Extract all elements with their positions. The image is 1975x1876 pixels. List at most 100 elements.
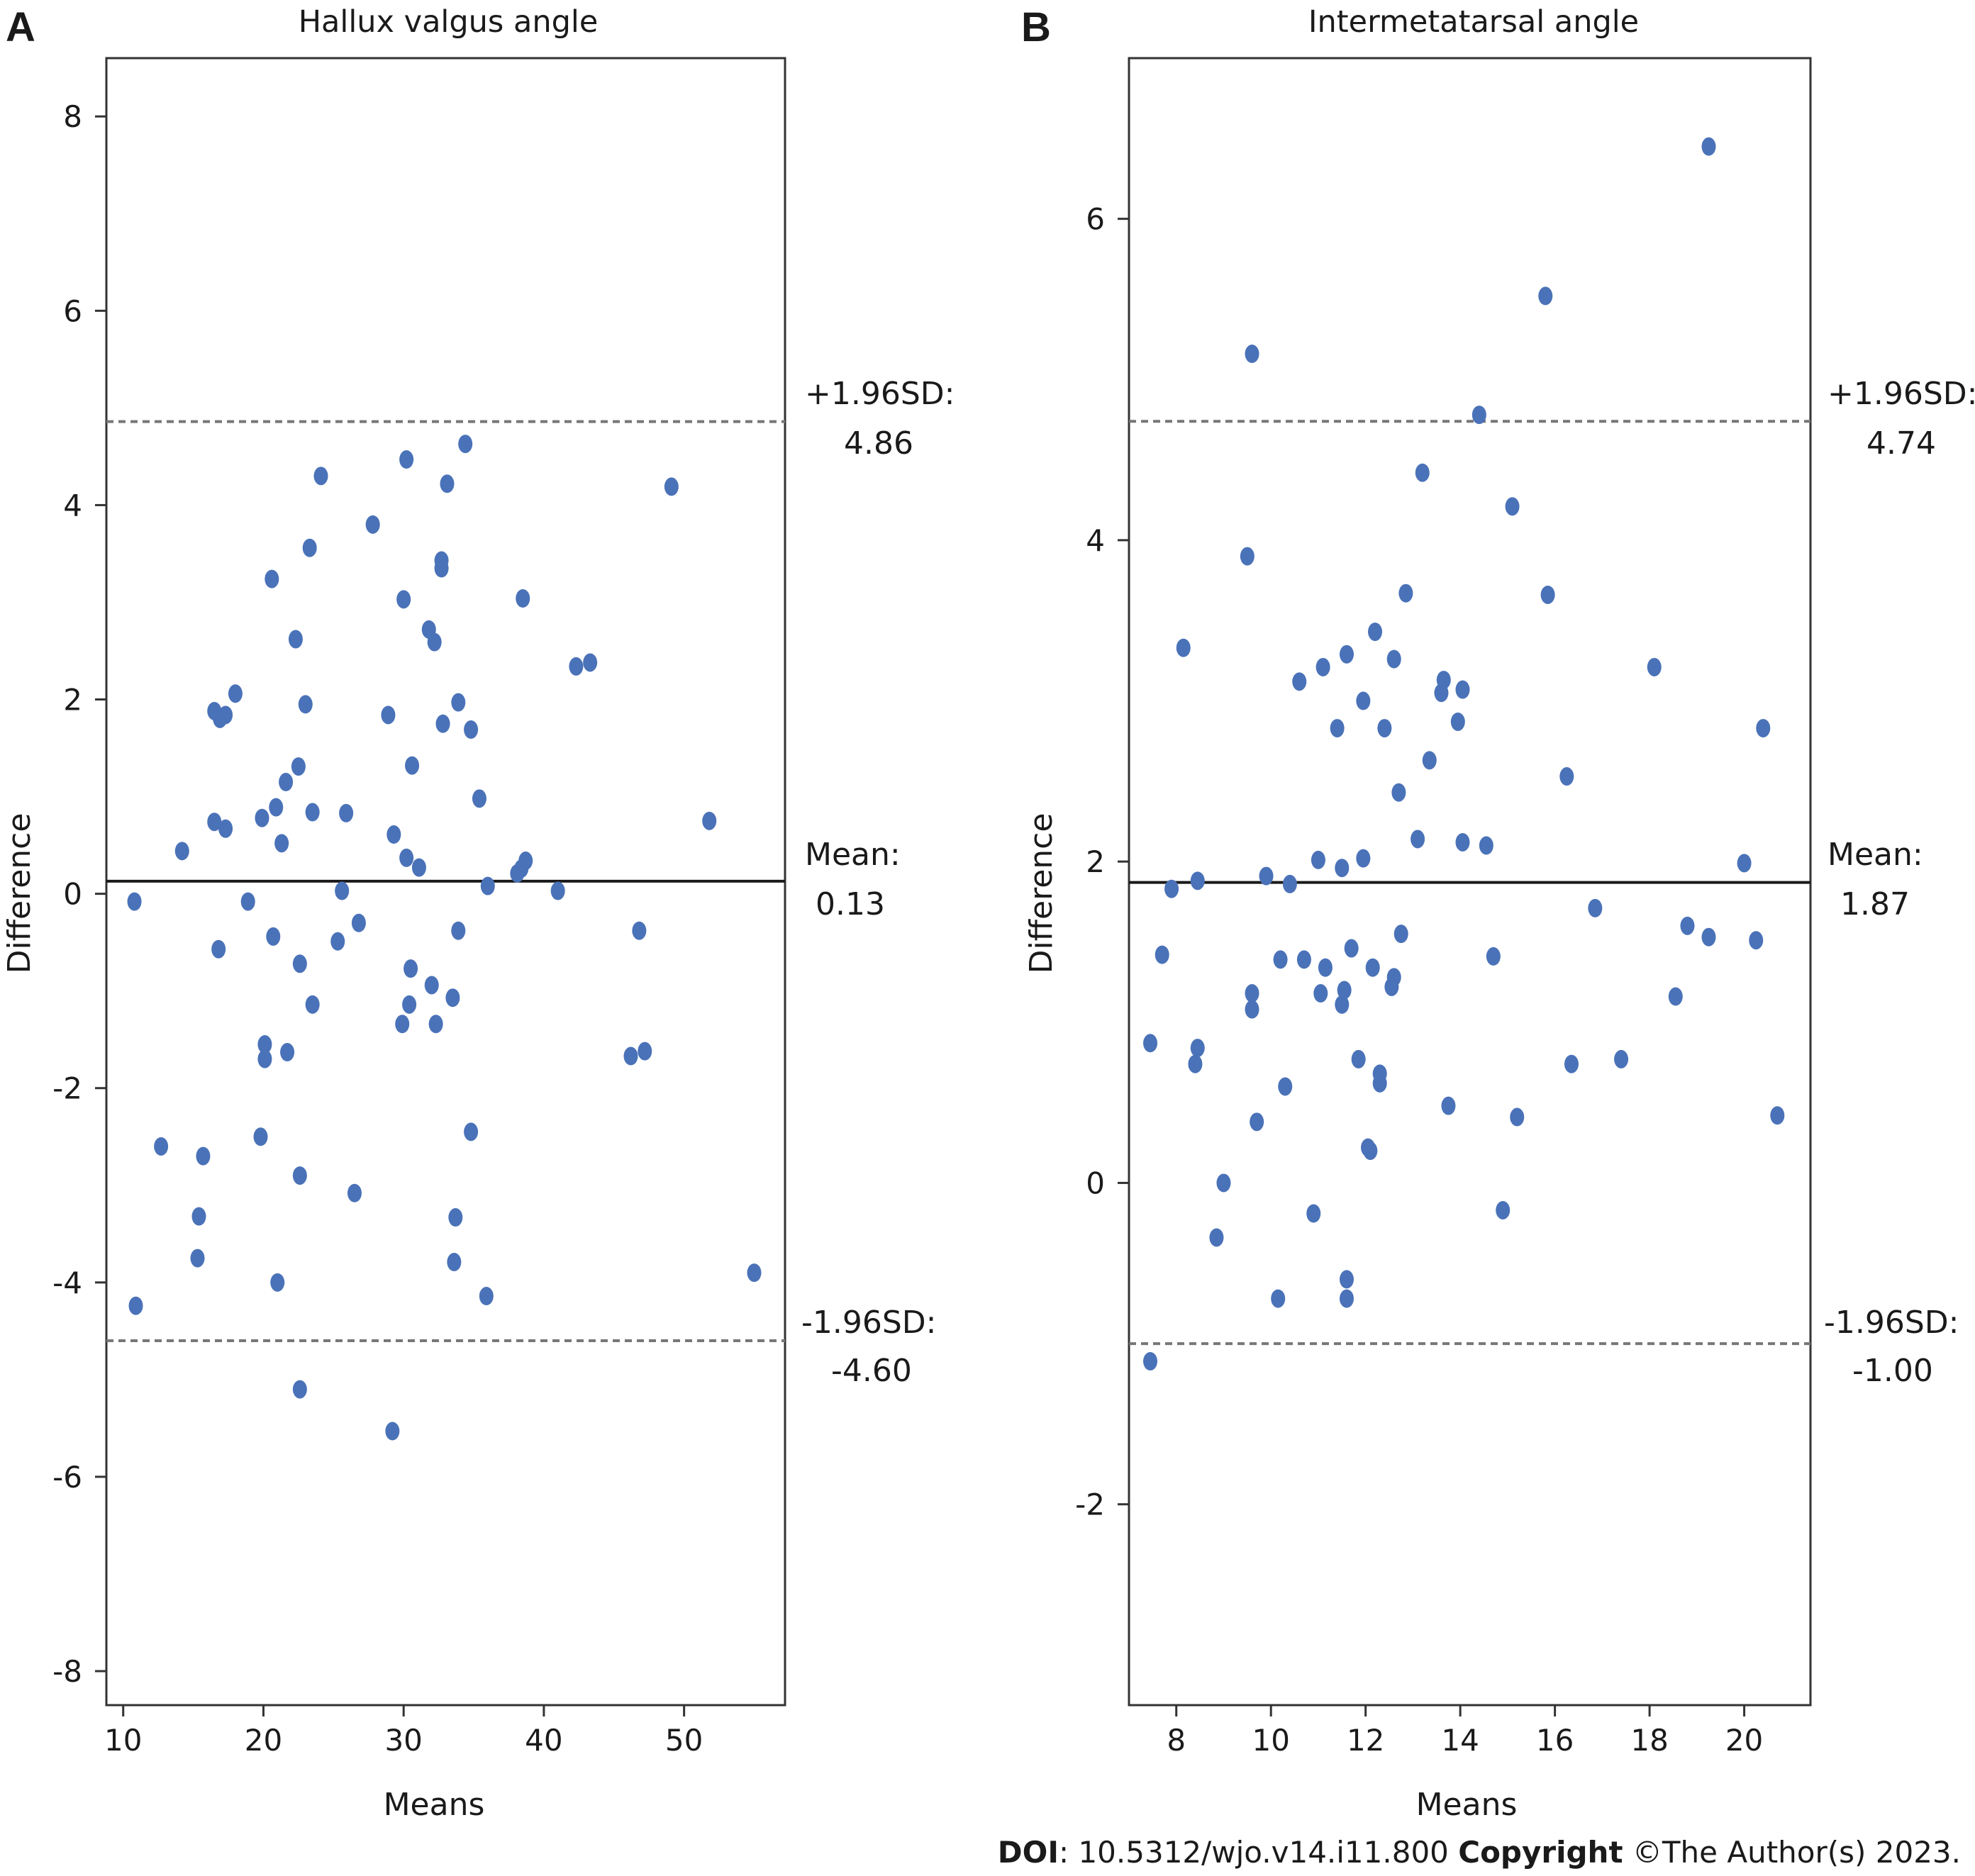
panel-a-data-point (298, 695, 313, 714)
panel-b-y-tick-label: 4 (1086, 523, 1105, 558)
citation-footer: DOI: 10.5312/wjo.v14.i11.800 Copyright ©… (998, 1835, 1961, 1870)
panel-b-x-tick-label: 14 (1441, 1723, 1479, 1758)
panel-b-data-point (1588, 898, 1603, 917)
panel-a-y-tick-label: -8 (52, 1654, 82, 1689)
panel-a-data-point (196, 1146, 211, 1166)
panel-b-data-point (1209, 1228, 1224, 1247)
panel-b-data-point (1422, 751, 1437, 770)
panel-a-data-point (447, 1253, 462, 1272)
doi-value: : 10.5312/wjo.v14.i11.800 (1058, 1835, 1449, 1870)
panel-a-data-point (385, 1422, 400, 1441)
panel-a-data-point (638, 1042, 652, 1061)
panel-b-data-point (1564, 1054, 1579, 1073)
panel-a-data-point (445, 988, 460, 1007)
panel-a-plot-area: -8 -6 -4 -2 0 2 4 6 8 10 20 30 40 50 (52, 57, 786, 1758)
panel-a-data-point (274, 834, 289, 853)
panel-a-y-tick-label: 0 (63, 877, 82, 912)
panel-b-data-point (1749, 931, 1764, 950)
panel-a-data-point (365, 515, 380, 534)
panel-a-data-point (440, 474, 455, 493)
panel-b-upper-loa-label: +1.96SD: (1827, 376, 1975, 412)
panel-b-data-point (1339, 644, 1354, 664)
panel-b-y-tick-label: -2 (1075, 1487, 1105, 1522)
panel-b-data-point (1471, 406, 1486, 425)
panel-b-data-point (1240, 547, 1254, 566)
panel-b-data-point (1176, 638, 1191, 657)
panel-a-x-tick-label: 30 (384, 1723, 422, 1758)
panel-b-mean-value: 1.87 (1840, 886, 1910, 922)
panel-b-ylabel: Difference (1023, 813, 1059, 974)
panel-b-data-point (1216, 1173, 1231, 1193)
panel-b-y-tick-label: 0 (1086, 1166, 1105, 1200)
panel-a-data-point (211, 939, 226, 959)
panel-a-data-point (464, 1122, 479, 1141)
panel-a-data-point (428, 1015, 443, 1034)
panel-b-data-point (1668, 987, 1683, 1006)
panel-a-y-tick-label: 8 (63, 99, 82, 134)
panel-a-letter: A (6, 4, 35, 50)
panel-a-data-point (472, 789, 486, 808)
panel-b-data-point (1143, 1352, 1158, 1371)
panel-b-data-point (1538, 286, 1553, 306)
panel-b-x-tick-label: 8 (1167, 1723, 1186, 1758)
panel-b-data-point (1344, 939, 1359, 958)
panel-a-data-point (339, 803, 354, 822)
panel-a-upper-loa-label: +1.96SD: (805, 376, 955, 412)
panel-a-data-point (335, 881, 350, 900)
panel-a-data-point (396, 590, 411, 609)
panel-a-title: Hallux valgus angle (299, 4, 599, 40)
panel-b-data-point (1441, 1096, 1456, 1115)
panel-b-data-point (1398, 584, 1413, 603)
panel-a-ylabel: Difference (1, 813, 38, 974)
panel-a-data-point (279, 773, 294, 792)
panel-a-data-point (664, 477, 679, 496)
panel-b-data-point (1313, 984, 1328, 1003)
panel-a-data-point (386, 825, 401, 844)
panel-b-x-tick-label: 20 (1725, 1723, 1763, 1758)
panel-b-plot-area: -2 0 2 4 6 8 10 12 14 16 18 20 (1075, 57, 1812, 1758)
panel-b-x-tick-label: 16 (1536, 1723, 1574, 1758)
panel-b-data-point (1351, 1049, 1366, 1068)
panel-b-data-point (1680, 916, 1695, 935)
panel-b-data-point (1386, 968, 1401, 987)
panel-a-mean-label: Mean: (805, 837, 901, 873)
panel-a-lower-loa-label: -1.96SD: (801, 1305, 936, 1341)
panel-a-y-tick-label: -4 (52, 1266, 82, 1300)
panel-b-data-point (1164, 879, 1179, 898)
panel-a-data-point (266, 927, 281, 946)
panel-b-data-point (1365, 958, 1380, 977)
panel-a-data-point (292, 1166, 307, 1185)
panel-a-data-point (270, 1273, 285, 1292)
panel-b-data-point (1363, 1141, 1378, 1161)
panel-a-data-point (127, 892, 142, 911)
copyright-label: Copyright (1458, 1835, 1623, 1870)
panel-b-title: Intermetatarsal angle (1308, 4, 1639, 40)
panel-a-data-point (516, 588, 530, 608)
panel-b-data-point (1282, 874, 1297, 893)
panel-a-x-tick-label: 40 (525, 1723, 562, 1758)
panel-b-data-point (1505, 497, 1520, 516)
panel-b-data-point (1259, 866, 1274, 886)
panel-a-data-point (451, 693, 466, 712)
panel-b-data-point (1330, 719, 1345, 738)
panel-a-y-tick-label: 4 (63, 488, 82, 523)
panel-a-data-point (228, 684, 243, 703)
panel-a-data-point (404, 959, 418, 978)
panel-b-y-tick-label: 2 (1086, 844, 1105, 879)
panel-b-data-point (1143, 1034, 1158, 1053)
panel-b: B Intermetatarsal angle Means Difference… (1021, 4, 1975, 1823)
panel-a-data-point (255, 808, 269, 827)
panel-a-data-point (424, 976, 439, 995)
panel-a-data-point (292, 954, 307, 973)
panel-b-data-point (1356, 849, 1371, 868)
panel-a-data-point (702, 811, 717, 830)
panel-b-data-point (1737, 854, 1752, 873)
panel-b-data-point (1306, 1204, 1321, 1223)
panel-a-data-point (747, 1263, 762, 1283)
panel-b-data-point (1393, 925, 1408, 944)
panel-b-xlabel: Means (1416, 1787, 1518, 1823)
panel-a-x-tick-label: 50 (665, 1723, 703, 1758)
panel-a-data-point (427, 632, 442, 652)
panel-a-x-tick-label: 20 (245, 1723, 282, 1758)
